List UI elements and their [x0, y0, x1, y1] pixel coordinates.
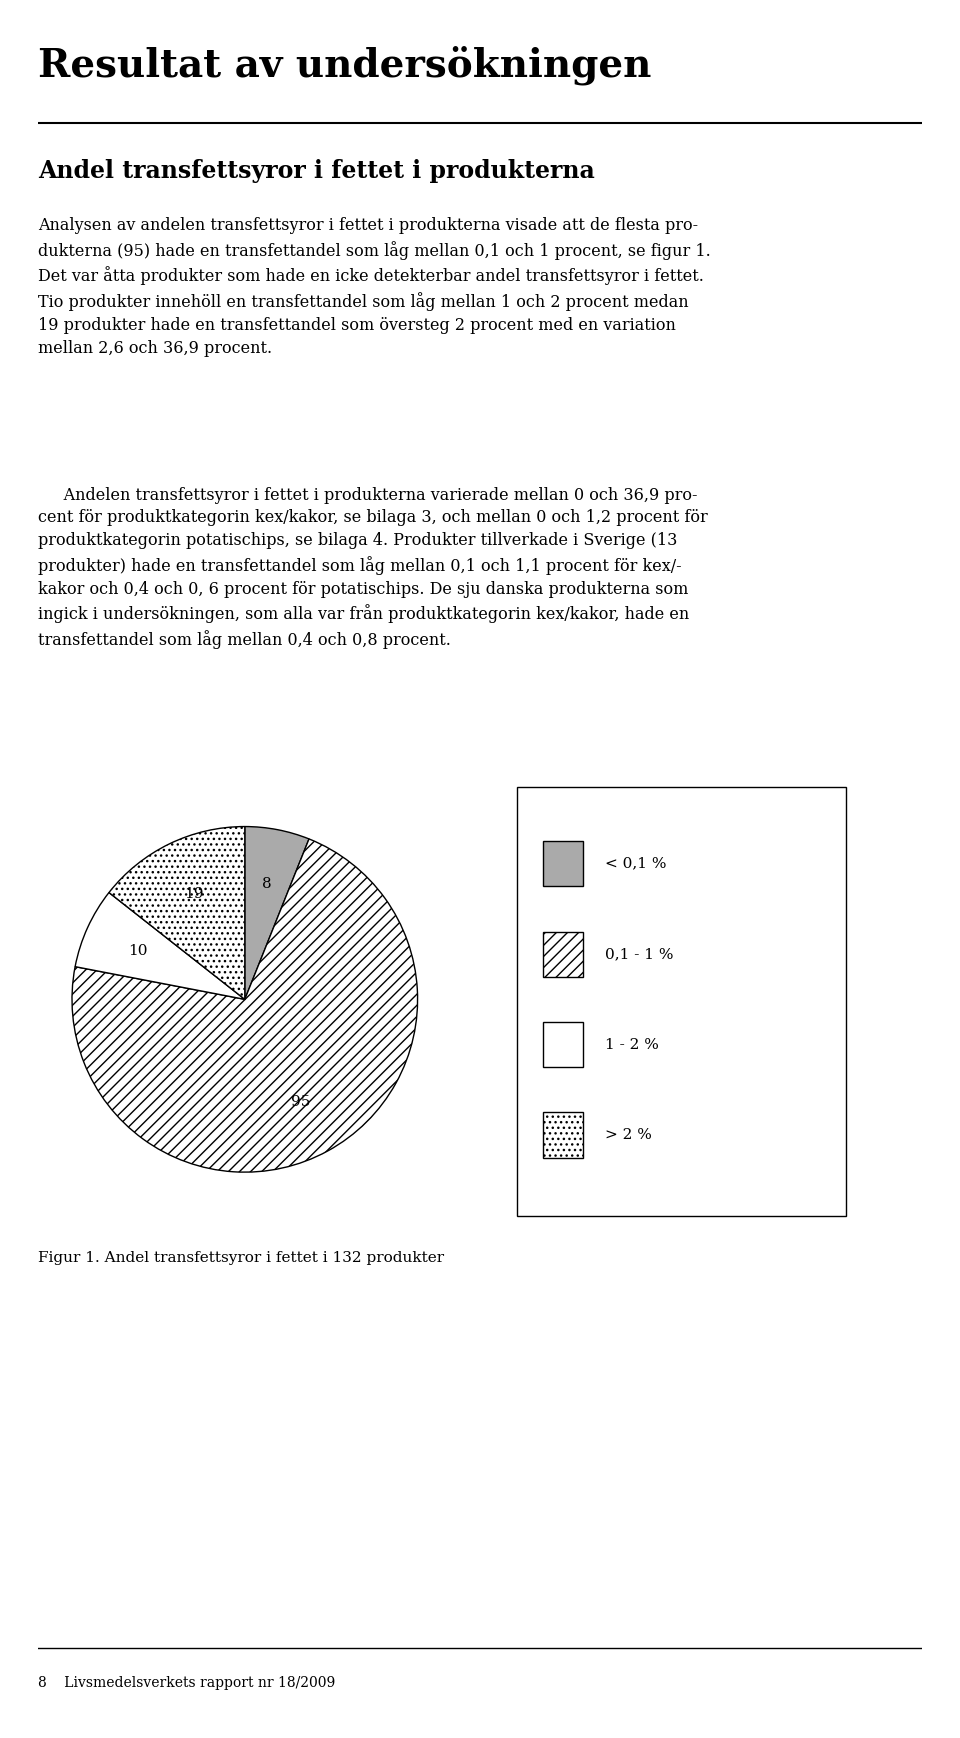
Bar	[543, 1022, 583, 1067]
Text: 95: 95	[292, 1095, 311, 1109]
Text: 8: 8	[262, 878, 272, 892]
Text: Figur 1. Andel transfettsyror i fettet i 132 produkter: Figur 1. Andel transfettsyror i fettet i…	[38, 1251, 444, 1265]
Text: Analysen av andelen transfettsyror i fettet i produkterna visade att de flesta p: Analysen av andelen transfettsyror i fet…	[38, 217, 711, 356]
Text: < 0,1 %: < 0,1 %	[605, 857, 666, 871]
Text: 8    Livsmedelsverkets rapport nr 18/2009: 8 Livsmedelsverkets rapport nr 18/2009	[38, 1675, 336, 1691]
Wedge shape	[72, 839, 418, 1171]
Text: Andelen transfettsyror i fettet i produkterna varierade mellan 0 och 36,9 pro-
c: Andelen transfettsyror i fettet i produk…	[38, 487, 708, 648]
Text: 19: 19	[183, 886, 204, 900]
Bar	[543, 932, 583, 977]
Text: > 2 %: > 2 %	[605, 1128, 652, 1142]
Bar	[543, 841, 583, 886]
Bar	[543, 1112, 583, 1158]
Text: Resultat av undersökningen: Resultat av undersökningen	[38, 45, 652, 85]
Wedge shape	[75, 893, 245, 999]
Text: 0,1 - 1 %: 0,1 - 1 %	[605, 947, 674, 961]
Text: 10: 10	[129, 944, 148, 958]
Wedge shape	[109, 827, 245, 999]
Wedge shape	[245, 827, 309, 999]
Text: 1 - 2 %: 1 - 2 %	[605, 1038, 659, 1051]
Text: Andel transfettsyror i fettet i produkterna: Andel transfettsyror i fettet i produkte…	[38, 158, 595, 182]
